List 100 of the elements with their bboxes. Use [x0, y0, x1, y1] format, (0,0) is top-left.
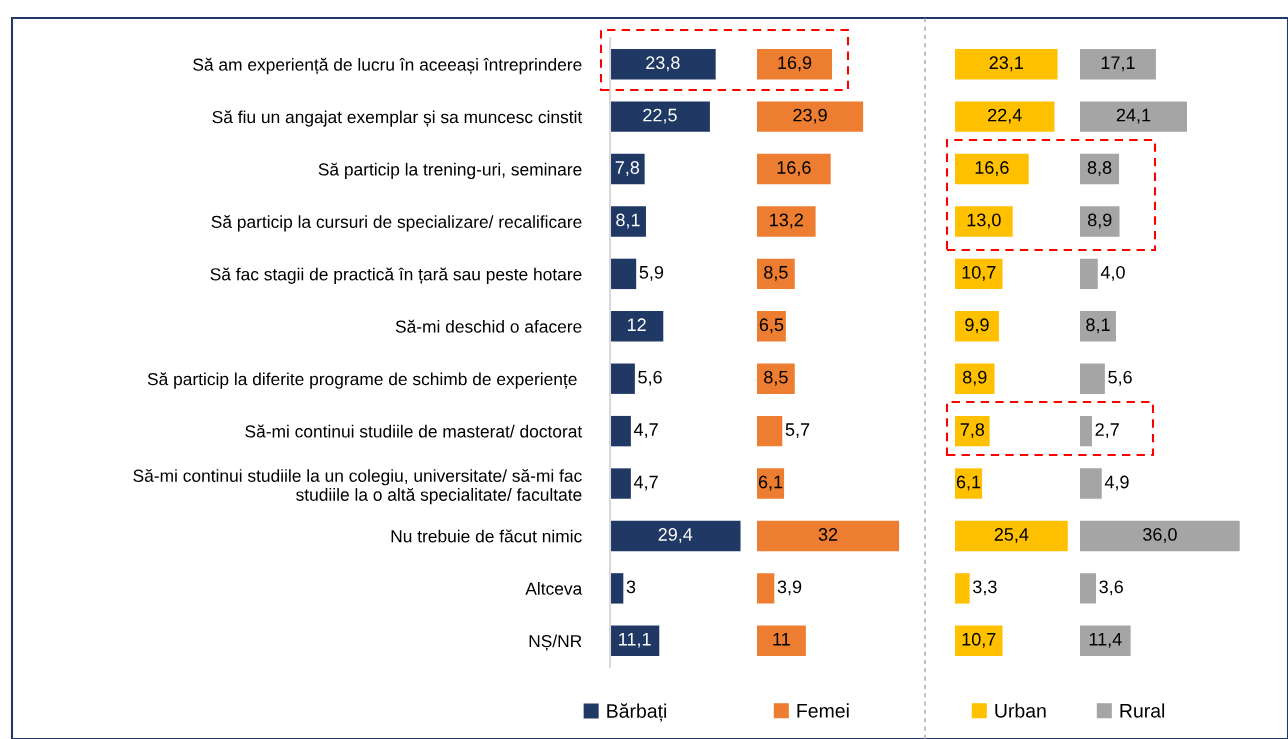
data-label: 3,3: [973, 580, 997, 596]
y-tick-label: Să particip la diferite programe de schimb de experiențe: [147, 372, 577, 389]
bar: [757, 520, 900, 552]
data-label: 7,8: [615, 161, 640, 177]
bar: [955, 415, 990, 447]
data-label: 6,5: [759, 318, 784, 334]
y-tick-label: Să-mi continui studiile la un colegiu, universitate/ să-mi fac studiile la o altă specialitate/ facultate: [133, 468, 582, 505]
data-label: 13,0: [967, 213, 1001, 229]
bar: [757, 468, 785, 499]
data-label: 5,9: [639, 265, 664, 281]
bar: [955, 206, 1013, 237]
data-label: 8,5: [764, 370, 788, 386]
y-tick-label: Să particip la trening-uri, seminare: [318, 162, 582, 180]
y-tick-label: Să am experiență de lucru în aceeași întreprindere: [193, 57, 582, 75]
data-label: 16,9: [778, 56, 812, 72]
y-tick-label: Să fac stagii de practică în țară sau peste hotare: [210, 267, 582, 284]
legend-label: Rural: [1120, 703, 1165, 718]
y-tick-label: Nu trebuie de făcut nimic: [391, 529, 582, 543]
data-label: 23,9: [793, 108, 827, 124]
bar: [1080, 258, 1098, 290]
bar: [757, 258, 795, 290]
bar: [610, 258, 637, 290]
bar: [610, 415, 631, 447]
data-label: 11,1: [619, 633, 651, 648]
data-label: 29,4: [658, 528, 693, 543]
data-label: 10,7: [962, 265, 996, 281]
legend-label: Femei: [797, 703, 849, 718]
bar: [757, 49, 833, 80]
bar: [757, 101, 864, 132]
bar: [610, 468, 631, 499]
data-label: 4,7: [633, 475, 658, 491]
bar: [1080, 468, 1102, 499]
data-label: 23,8: [646, 56, 680, 72]
bar: [955, 363, 995, 394]
bar: [955, 153, 1029, 185]
legend-label: Bărbați: [607, 703, 667, 722]
bar: [1080, 573, 1096, 604]
data-label: 8,9: [1087, 213, 1112, 229]
bar: [610, 573, 624, 604]
bar: [955, 573, 970, 604]
bar: [610, 101, 710, 132]
bar: [610, 49, 716, 80]
data-label: 2,7: [1095, 423, 1119, 439]
bar: [610, 206, 646, 237]
bar: [757, 153, 831, 185]
y-tick-label: NȘ/NR: [529, 634, 582, 651]
bar: [1080, 625, 1131, 656]
data-label: 3,6: [1099, 580, 1123, 596]
data-label: 8,1: [616, 213, 640, 229]
bar: [955, 311, 999, 342]
bar: [1080, 363, 1105, 394]
data-label: 16,6: [975, 161, 1009, 177]
data-label: 3,9: [777, 580, 802, 596]
y-tick-label: Să-mi continui studiile de masterat/ doctorat: [245, 424, 583, 438]
data-label: 17,1: [1101, 56, 1135, 72]
bar: [1080, 101, 1187, 132]
legend-label: Urban: [995, 703, 1046, 718]
data-label: 8,9: [962, 370, 987, 386]
data-label: 10,7: [962, 632, 996, 648]
bar: [955, 49, 1058, 80]
bar: [955, 625, 1003, 656]
bar: [1080, 311, 1116, 342]
data-label: 22,4: [988, 108, 1022, 124]
bar: [757, 363, 795, 394]
y-tick-label: Să particip la cursuri de specializare/ recalificare: [211, 215, 582, 232]
data-label: 23,1: [989, 56, 1023, 72]
data-label: 8,1: [1086, 318, 1110, 334]
data-label: 3: [626, 580, 636, 594]
data-label: 4,0: [1100, 265, 1125, 281]
bar: [1080, 520, 1240, 552]
data-label: 4,9: [1104, 475, 1129, 491]
data-label: 8,8: [1087, 161, 1112, 177]
bar: [757, 573, 775, 604]
data-label: 36,0: [1143, 528, 1177, 543]
data-label: 25,4: [994, 528, 1029, 543]
data-label: 7,8: [960, 423, 985, 439]
data-label: 8,5: [764, 265, 788, 281]
data-label: 6,1: [758, 475, 783, 491]
bar: [1080, 49, 1156, 80]
bar: [757, 625, 806, 656]
data-label: 5,6: [638, 370, 662, 386]
data-label: 11: [773, 633, 790, 646]
data-label: 9,9: [965, 318, 989, 334]
bar: [955, 101, 1055, 132]
bar: [955, 258, 1003, 290]
bar: [757, 415, 783, 447]
y-tick-label: Altceva: [525, 582, 583, 595]
data-label: 22,5: [643, 108, 677, 124]
data-label: 5,6: [1108, 370, 1132, 386]
data-label: 11,4: [1089, 633, 1122, 648]
data-label: 32: [818, 528, 838, 541]
data-label: 4,7: [633, 423, 658, 439]
y-tick-label: Să-mi deschid o afacere: [395, 319, 582, 333]
bar: [1080, 415, 1092, 447]
data-label: 16,6: [777, 161, 811, 177]
bar: [610, 363, 635, 394]
bar: [610, 311, 664, 342]
data-label: 13,2: [770, 213, 803, 229]
y-tick-label: Să fiu un angajat exemplar și sa muncesc cinstit: [212, 110, 583, 127]
bar: [1080, 206, 1120, 237]
